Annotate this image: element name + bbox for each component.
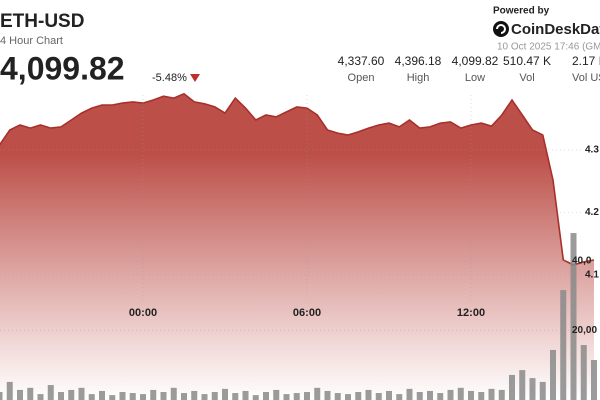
x-tick-label: 00:00 — [129, 307, 157, 319]
volume-bar — [150, 389, 157, 400]
volume-bar — [99, 390, 105, 400]
volume-bar — [478, 392, 485, 400]
volume-bar — [334, 393, 341, 400]
volume-bar — [396, 394, 403, 400]
brand-logo-mark — [496, 24, 506, 34]
volume-bar — [591, 360, 597, 400]
volume-bar — [37, 394, 44, 400]
volume-bar — [345, 394, 351, 400]
change: -5.48% — [152, 72, 187, 84]
stat-label: Low — [465, 72, 485, 84]
volume-bar — [570, 233, 577, 400]
volume-bar — [293, 393, 300, 400]
volume-bar — [129, 393, 136, 400]
volume-bar — [58, 392, 64, 400]
stat-value: 510.47 K — [503, 54, 551, 68]
volume-bar — [6, 381, 13, 400]
volume-bar — [365, 389, 372, 400]
volume-bar — [509, 374, 515, 400]
timestamp: 10 Oct 2025 17:46 (GM — [497, 42, 600, 53]
volume-bar — [88, 394, 95, 400]
volume-bar — [242, 390, 249, 400]
volume-bar — [580, 345, 587, 400]
x-tick-label: 06:00 — [293, 307, 321, 319]
volume-bar — [273, 389, 280, 400]
brand-logo — [493, 21, 509, 37]
stat-value: 4,099.82 — [452, 54, 499, 68]
volume-bar — [17, 389, 23, 400]
volume-bar — [211, 392, 218, 400]
volume-bar — [386, 390, 392, 400]
volume-bar — [78, 387, 85, 400]
volume-bar — [406, 388, 413, 400]
volume-bar — [427, 390, 433, 400]
area — [0, 93, 594, 400]
stat-label: Open — [348, 72, 375, 84]
volume-bar — [201, 394, 208, 400]
volume-bar — [170, 387, 177, 400]
volume-bar — [416, 392, 423, 400]
volume-bar — [468, 390, 474, 400]
volume-bar — [304, 392, 310, 400]
powered-by: Powered by — [493, 6, 550, 17]
stat-value: 4,337.60 — [338, 54, 385, 68]
volume-bar — [252, 395, 259, 400]
volume-bar — [560, 290, 567, 400]
x-tick-label: 12:00 — [457, 307, 485, 319]
volume-bar — [539, 381, 546, 400]
volume-bar — [47, 385, 54, 400]
price-line — [0, 92, 595, 266]
stat-label: Vol US — [572, 72, 600, 84]
y-tick-label: 4.2 — [585, 207, 599, 218]
stat-label: High — [407, 72, 430, 84]
y-tick-label: 4.1 — [585, 270, 599, 281]
volume-bar — [232, 393, 239, 400]
volume-bar — [447, 389, 454, 400]
volume-bar — [375, 393, 382, 400]
stat-value: 4,396.18 — [395, 54, 442, 68]
down-arrow — [190, 74, 200, 82]
volume-bar — [27, 387, 34, 400]
volume-bar — [119, 392, 126, 400]
y2-tick-label: 40,0 — [572, 256, 592, 267]
volume-bar — [488, 388, 495, 400]
volume-bar — [68, 389, 75, 400]
volume-bar — [314, 387, 321, 400]
stat-value: 2.17 B — [572, 54, 600, 68]
brand: CoinDeskDat — [511, 21, 600, 38]
y-tick-label: 4.3 — [585, 145, 599, 156]
volume-bar — [355, 392, 362, 400]
volume-bar — [437, 393, 444, 400]
volume-bar — [191, 390, 198, 400]
volume-bar — [0, 392, 3, 400]
volume-bar — [181, 393, 187, 400]
volume-bar — [550, 349, 556, 400]
volume-bar — [519, 370, 526, 400]
volume-bar — [109, 395, 116, 400]
volume-bar — [222, 388, 228, 400]
volume-bar — [498, 389, 505, 400]
volume-bar — [263, 392, 269, 400]
volume-bar — [529, 378, 536, 400]
chart-title: ETH-USD — [0, 11, 84, 32]
y2-tick-label: 20,00 — [572, 325, 597, 336]
volume-bar — [283, 394, 290, 400]
volume-bar — [160, 392, 167, 400]
volume-bar — [457, 387, 464, 400]
price: 4,099.82 — [0, 50, 125, 86]
volume-bar — [324, 390, 331, 400]
stat-label: Vol — [519, 72, 534, 84]
chart-subtitle: 4 Hour Chart — [0, 35, 63, 47]
volume-bar — [140, 394, 146, 400]
